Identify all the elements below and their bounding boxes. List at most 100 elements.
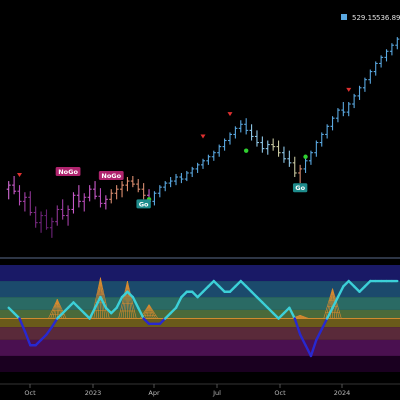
signal-label-text: Go bbox=[295, 184, 305, 192]
price-bar bbox=[66, 205, 71, 226]
price-bar bbox=[227, 132, 232, 145]
price-bar bbox=[190, 166, 195, 178]
price-bar bbox=[60, 199, 65, 220]
oscillator-line-segment bbox=[126, 290, 135, 299]
price-bar bbox=[28, 191, 33, 216]
x-axis: Oct 2023 Apr Jul Oct 2024 bbox=[0, 383, 400, 397]
oscillator-line-segment bbox=[288, 306, 296, 320]
down-arrow-marker bbox=[227, 112, 233, 117]
price-bar bbox=[71, 192, 76, 214]
price-bar bbox=[303, 156, 308, 173]
signal-label-text: NoGo bbox=[58, 168, 78, 176]
price-bar bbox=[206, 154, 211, 165]
signal-label: NoGo bbox=[55, 166, 81, 176]
oscillator-band bbox=[0, 265, 400, 282]
oscillator-line-segment bbox=[104, 306, 113, 315]
oscillator-line-segment bbox=[120, 290, 129, 299]
price-bar bbox=[298, 164, 303, 184]
price-bar bbox=[55, 205, 60, 226]
price-bar bbox=[325, 124, 330, 139]
price-bar bbox=[281, 146, 286, 163]
signal-label: Go bbox=[136, 199, 151, 209]
x-tick-label: Oct bbox=[24, 389, 36, 397]
price-bar bbox=[395, 37, 400, 50]
oscillator-line-segment bbox=[271, 311, 280, 320]
oscillator-line-segment bbox=[304, 344, 313, 358]
oscillator-line-segment bbox=[282, 306, 291, 315]
oscillator-pane bbox=[0, 265, 400, 372]
oscillator-line-segment bbox=[217, 285, 226, 293]
x-tick-label: Apr bbox=[148, 389, 160, 397]
oscillator-line-segment bbox=[66, 301, 75, 309]
x-tick-label: 2024 bbox=[334, 389, 351, 397]
oscillator-line-segment bbox=[93, 295, 102, 309]
x-tick-label: 2023 bbox=[85, 389, 102, 397]
oscillator-line-segment bbox=[196, 290, 205, 299]
oscillator-line-segment bbox=[331, 295, 340, 309]
down-arrow-marker bbox=[200, 134, 206, 139]
price-bar bbox=[195, 162, 200, 173]
price-bar bbox=[254, 130, 259, 147]
signal-label-text: NoGo bbox=[101, 172, 121, 180]
oscillator-line-segment bbox=[115, 295, 124, 309]
price-bar bbox=[114, 185, 119, 200]
oscillator-line-segment bbox=[18, 317, 27, 333]
price-bar bbox=[287, 150, 292, 167]
price-bar bbox=[174, 173, 179, 186]
oscillator-line-segment bbox=[164, 311, 172, 320]
price-bar bbox=[33, 206, 38, 228]
price-bar bbox=[6, 181, 11, 200]
oscillator-line-segment bbox=[158, 317, 167, 326]
oscillator-band bbox=[0, 355, 400, 372]
price-bar bbox=[346, 101, 351, 117]
price-bar bbox=[308, 150, 313, 165]
oscillator-line-segment bbox=[34, 338, 43, 347]
price-bar bbox=[373, 61, 378, 76]
price-bar bbox=[314, 140, 319, 157]
oscillator-line-segment bbox=[50, 317, 59, 329]
oscillator-line-segment bbox=[255, 295, 264, 304]
price-bar bbox=[125, 177, 130, 192]
oscillator-line-segment bbox=[191, 290, 199, 299]
price-bar bbox=[201, 158, 205, 169]
header-swatch bbox=[341, 14, 347, 20]
price-bar bbox=[217, 144, 222, 157]
oscillator-line-segment bbox=[169, 306, 178, 315]
price-bar bbox=[87, 185, 92, 202]
oscillator-band bbox=[0, 339, 400, 356]
oscillator-line-segment bbox=[228, 285, 237, 293]
oscillator-line-segment bbox=[250, 290, 259, 299]
price-bar bbox=[384, 49, 389, 62]
header-value-2: 536.89 bbox=[376, 14, 400, 22]
price-bar bbox=[179, 172, 184, 184]
oscillator-line-segment bbox=[244, 285, 253, 293]
oscillator-line-segment bbox=[110, 306, 118, 315]
go-dot-marker bbox=[303, 154, 308, 159]
price-bar bbox=[22, 192, 27, 212]
price-bar bbox=[39, 211, 44, 233]
price-bar bbox=[292, 156, 297, 178]
price-bar bbox=[141, 183, 146, 200]
price-header: 529.15 536.89 bbox=[341, 14, 400, 22]
oscillator-line-segment bbox=[72, 301, 81, 309]
oscillator-line-segment bbox=[174, 295, 183, 309]
price-bar bbox=[335, 108, 340, 123]
price-bar bbox=[49, 217, 54, 238]
oscillator-line-segment bbox=[180, 290, 189, 299]
oscillator-band bbox=[0, 318, 400, 328]
oscillator-line-segment bbox=[201, 285, 210, 293]
signal-label: NoGo bbox=[98, 171, 124, 181]
hatch-peak bbox=[291, 315, 310, 319]
oscillator-line-segment bbox=[336, 285, 345, 299]
price-bar bbox=[17, 185, 22, 206]
price-bar bbox=[157, 185, 162, 198]
x-tick-label: Oct bbox=[274, 389, 286, 397]
oscillator-line-segment bbox=[358, 285, 367, 293]
price-bar bbox=[260, 136, 265, 153]
price-bar bbox=[44, 209, 49, 230]
oscillator-line-segment bbox=[315, 328, 323, 342]
oscillator-line-segment bbox=[137, 306, 145, 320]
oscillator-line-segment bbox=[342, 279, 350, 288]
oscillator-line-segment bbox=[352, 285, 361, 293]
